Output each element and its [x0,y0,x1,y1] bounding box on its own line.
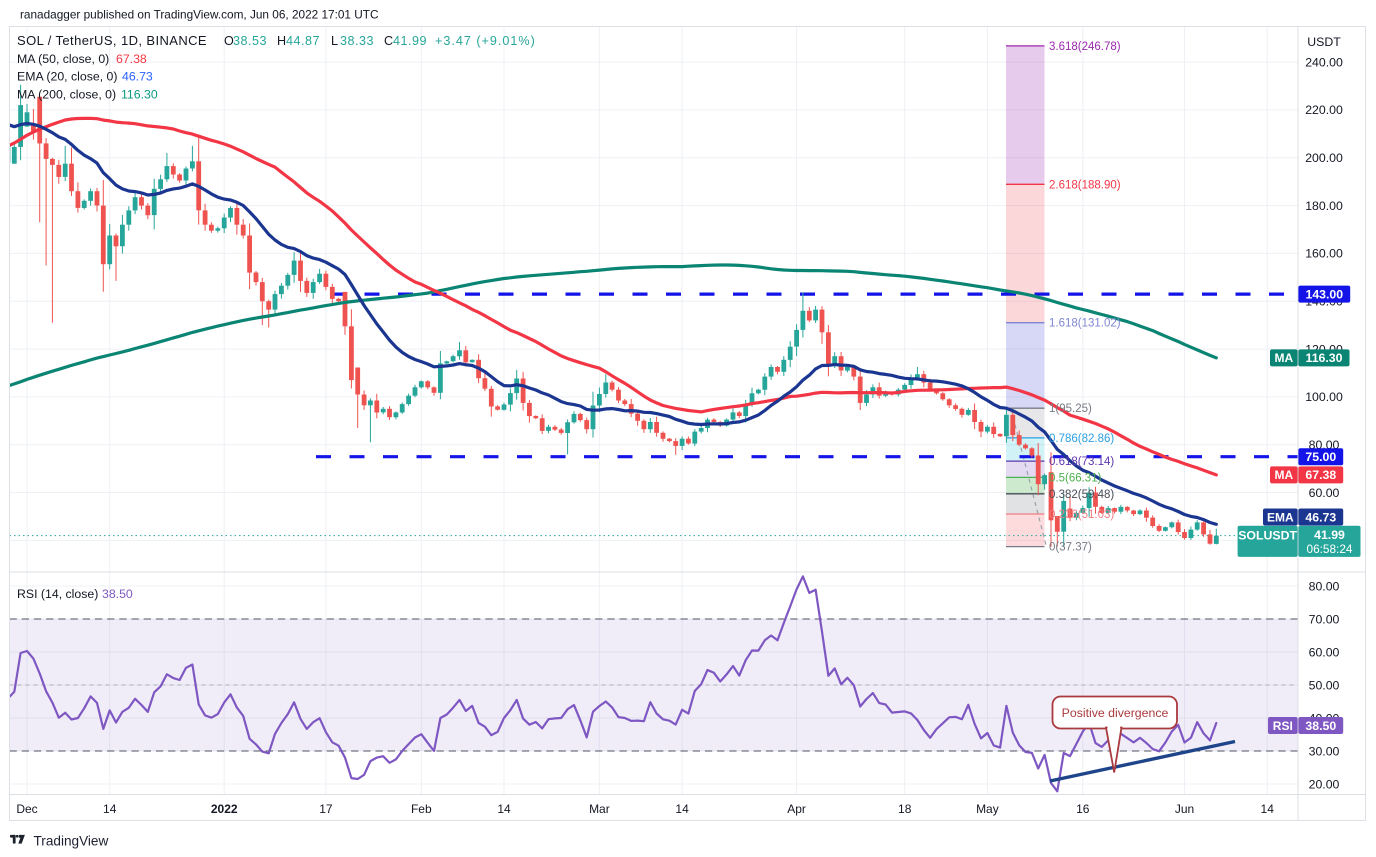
svg-text:ranadagger published on Tradin: ranadagger published on TradingView.com,… [20,8,379,22]
svg-text:20.00: 20.00 [1309,777,1340,791]
svg-text:0(37.37): 0(37.37) [1049,542,1092,554]
svg-text:0.236(51.03): 0.236(51.03) [1049,509,1114,521]
svg-text:0.5(66.31): 0.5(66.31) [1049,472,1102,484]
svg-text:L: L [331,34,338,48]
svg-text:200.00: 200.00 [1305,151,1343,165]
svg-text:1.618(131.02): 1.618(131.02) [1049,318,1121,330]
svg-text:75.00: 75.00 [1305,450,1336,464]
svg-text:14: 14 [675,802,689,816]
svg-text:Apr: Apr [787,802,806,816]
svg-text:Feb: Feb [411,802,432,816]
svg-text:50.00: 50.00 [1309,678,1340,692]
svg-text:38.33: 38.33 [340,34,374,48]
svg-text:41.99: 41.99 [1314,528,1345,542]
svg-text:18: 18 [898,802,912,816]
svg-text:Positive divergence: Positive divergence [1062,706,1169,720]
svg-text:70.00: 70.00 [1309,612,1340,626]
svg-text:EMA (20, close, 0): EMA (20, close, 0) [17,70,117,84]
svg-text:RSI: RSI [1273,719,1293,733]
svg-text:2.618(188.90): 2.618(188.90) [1049,179,1121,191]
svg-text:O: O [224,34,234,48]
svg-text:MA: MA [1274,351,1293,365]
svg-text:38.50: 38.50 [1305,719,1336,733]
svg-text:3.618(246.78): 3.618(246.78) [1049,41,1121,53]
svg-text:14: 14 [1261,802,1275,816]
svg-text:MA (50, close, 0): MA (50, close, 0) [17,52,109,66]
svg-text:USDT: USDT [1307,35,1341,49]
svg-text:60.00: 60.00 [1309,486,1340,500]
svg-text:SOLUSDT: SOLUSDT [1238,528,1297,542]
svg-text:+3.47 (+9.01%): +3.47 (+9.01%) [435,34,536,48]
svg-text:38.53: 38.53 [233,34,267,48]
svg-text:180.00: 180.00 [1305,199,1343,213]
svg-text:1(95.25): 1(95.25) [1049,403,1092,415]
svg-text:46.73: 46.73 [122,70,153,84]
svg-text:160.00: 160.00 [1305,247,1343,261]
svg-text:2022: 2022 [211,802,238,816]
svg-text:116.30: 116.30 [1306,351,1343,365]
svg-text:EMA: EMA [1267,510,1294,524]
svg-text:0.786(82.86): 0.786(82.86) [1049,433,1114,445]
svg-text:67.38: 67.38 [1305,468,1336,482]
svg-text:46.73: 46.73 [1305,510,1336,524]
svg-text:67.38: 67.38 [116,52,147,66]
svg-text:38.50: 38.50 [102,587,133,601]
svg-text:44.87: 44.87 [286,34,320,48]
svg-text:80.00: 80.00 [1309,579,1340,593]
svg-text:0.382(59.48): 0.382(59.48) [1049,489,1114,501]
svg-text:30.00: 30.00 [1309,744,1340,758]
svg-text:SOL / TetherUS, 1D, BINANCE: SOL / TetherUS, 1D, BINANCE [17,33,207,48]
svg-text:17: 17 [319,802,333,816]
svg-text:0.618(73.14): 0.618(73.14) [1049,456,1114,468]
svg-text:240.00: 240.00 [1305,55,1343,69]
svg-text:16: 16 [1076,802,1090,816]
svg-text:MA (200, close, 0): MA (200, close, 0) [17,87,116,101]
svg-text:143.00: 143.00 [1305,287,1343,301]
svg-text:Mar: Mar [589,802,610,816]
svg-text:116.30: 116.30 [121,87,158,101]
svg-text:100.00: 100.00 [1305,390,1343,404]
svg-text:14: 14 [103,802,117,816]
svg-text:Jun: Jun [1175,802,1194,816]
svg-text:Dec: Dec [16,802,37,816]
svg-text:220.00: 220.00 [1305,103,1343,117]
svg-text:06:58:24: 06:58:24 [1307,542,1353,556]
svg-text:C: C [384,34,393,48]
svg-text:RSI (14, close): RSI (14, close) [17,587,98,601]
svg-text:H: H [277,34,286,48]
svg-text:41.99: 41.99 [393,34,427,48]
svg-text:60.00: 60.00 [1309,645,1340,659]
svg-text:14: 14 [497,802,511,816]
svg-text:TradingView: TradingView [34,833,109,848]
svg-text:May: May [976,802,999,816]
svg-text:MA: MA [1274,468,1293,482]
